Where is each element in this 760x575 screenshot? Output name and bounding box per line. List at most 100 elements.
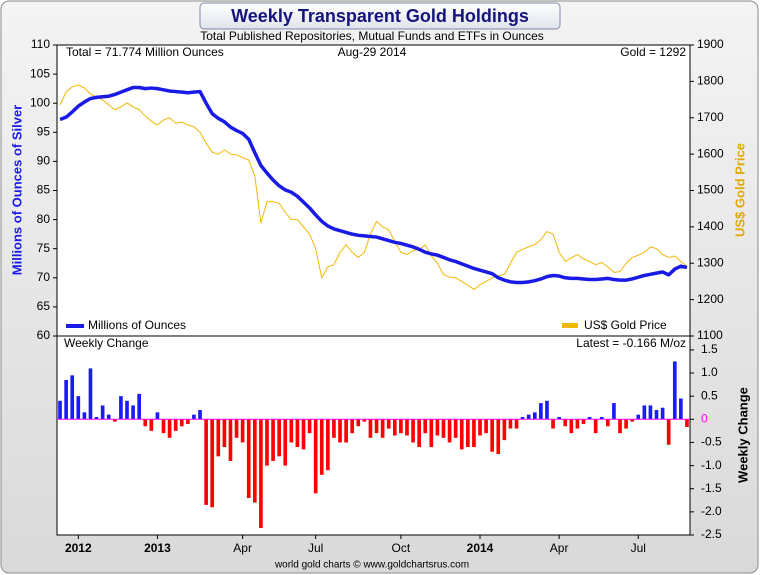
y2-tick-label: -2.0 <box>701 504 722 518</box>
x-tick-label: Apr <box>233 541 252 555</box>
bar <box>599 416 604 420</box>
bar <box>545 400 549 420</box>
bar <box>326 419 330 471</box>
bar <box>295 419 300 448</box>
bar <box>447 419 452 443</box>
bar <box>58 400 62 420</box>
bar <box>636 414 641 420</box>
bar <box>484 419 488 434</box>
bar <box>459 419 464 450</box>
bar <box>179 419 184 427</box>
bar <box>508 419 513 429</box>
bar <box>356 419 361 427</box>
bar <box>283 419 288 466</box>
annotation: Aug-29 2014 <box>338 45 407 59</box>
y2-tick-label: -0.5 <box>701 435 722 449</box>
bar <box>411 419 415 443</box>
bar <box>131 405 135 420</box>
series-line <box>59 84 688 290</box>
y-tick-label: 60 <box>37 328 51 342</box>
x-tick-label: Apr <box>550 541 569 555</box>
y2-tick-label: 1.5 <box>701 342 718 356</box>
bar <box>246 419 251 498</box>
y-tick-label: 110 <box>31 37 50 51</box>
bar <box>125 400 129 420</box>
bar <box>612 403 616 420</box>
bar <box>271 419 275 461</box>
bar <box>392 419 397 436</box>
x-tick-label: Oct <box>392 541 411 555</box>
y2-axis-title: Weekly Change <box>735 387 750 483</box>
bar <box>569 419 574 434</box>
bar <box>76 396 81 420</box>
subtitle: Total Published Repositories, Mutual Fun… <box>200 29 544 43</box>
bar <box>478 419 482 436</box>
bar <box>240 419 245 443</box>
bar <box>520 416 525 420</box>
bar <box>362 419 367 422</box>
bar <box>161 419 166 434</box>
chart-title: Weekly Transparent Gold Holdings <box>231 6 529 26</box>
bar <box>301 419 306 450</box>
bar <box>368 419 373 438</box>
bar <box>386 419 391 429</box>
bar <box>472 419 476 448</box>
bar <box>399 419 403 434</box>
bar <box>119 396 123 420</box>
y-tick-label: 70 <box>37 270 51 284</box>
y-tick-label: 100 <box>30 95 50 109</box>
bar <box>143 419 148 427</box>
footer: world gold charts © www.goldchartsrus.co… <box>274 560 469 571</box>
y-tick-label: 85 <box>37 183 51 197</box>
y2-tick-label: 1400 <box>697 219 724 233</box>
bar <box>423 419 428 434</box>
bar <box>532 412 537 420</box>
bar <box>502 419 507 441</box>
y-axis-title: Millions of Ounces of Silver <box>9 105 24 275</box>
bar <box>685 419 689 427</box>
bar <box>210 419 215 508</box>
y2-tick-label: 1900 <box>697 37 724 51</box>
bar <box>88 368 93 420</box>
bar <box>514 419 519 429</box>
x-tick-label: Jul <box>308 541 323 555</box>
bar <box>526 414 531 420</box>
bar <box>344 419 348 443</box>
bar <box>100 405 105 420</box>
bar <box>405 419 409 436</box>
bar <box>453 419 458 438</box>
y-tick-label: 95 <box>37 124 51 138</box>
bar <box>186 419 190 424</box>
x-tick-label: Jul <box>631 541 646 555</box>
bar <box>593 419 598 434</box>
bar <box>94 416 99 420</box>
bar <box>204 419 208 505</box>
series-line <box>59 85 688 285</box>
bar <box>496 419 501 455</box>
y2-tick-label: 1300 <box>697 255 724 269</box>
bar <box>606 419 610 427</box>
bar <box>557 416 561 420</box>
bar <box>539 403 543 420</box>
bar <box>265 419 269 466</box>
bar <box>417 419 421 448</box>
annotation: Gold = 1292 <box>620 45 686 59</box>
bar <box>654 410 659 420</box>
bar <box>173 419 178 431</box>
x-tick-label: 2012 <box>65 541 92 555</box>
bar <box>575 419 580 429</box>
bar <box>332 419 336 438</box>
plot-area <box>56 44 691 536</box>
bar <box>289 419 294 443</box>
bar <box>192 414 196 420</box>
bar <box>642 405 647 420</box>
x-tick-label: 2013 <box>144 541 171 555</box>
y2-tick-label: 1600 <box>697 146 724 160</box>
y-tick-label: 90 <box>37 154 51 168</box>
bar <box>137 393 141 420</box>
bar <box>624 419 628 429</box>
bar <box>587 416 592 420</box>
bar <box>259 419 263 529</box>
bar <box>563 419 568 427</box>
